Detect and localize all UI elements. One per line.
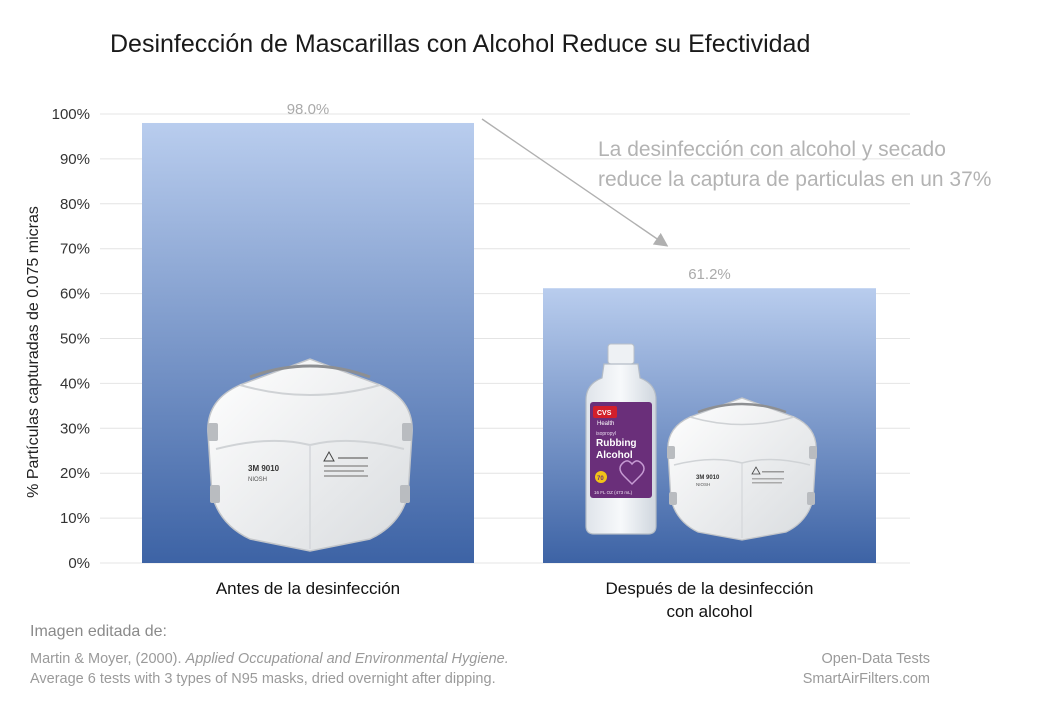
bottle-brand-text: CVS xyxy=(597,410,612,417)
value-labels: 98.0% 61.2% xyxy=(287,101,731,283)
y-axis-ticks: 0% 10% 20% 30% 40% 50% 60% 70% 80% 90% 100% xyxy=(52,106,90,572)
bottle-product-line1: Rubbing xyxy=(596,438,637,449)
brand-line-1: Open-Data Tests xyxy=(821,651,930,667)
y-axis-label: % Partículas capturadas de 0.075 micras xyxy=(25,206,42,498)
bottle-badge-text: 70 xyxy=(597,476,604,482)
bottle-brand-sub-text: Health xyxy=(597,421,614,427)
source-citation: Martin & Moyer, (2000). Applied Occupati… xyxy=(30,651,509,667)
category-labels: Antes de la desinfección Después de la de… xyxy=(216,579,814,621)
y-tick-label: 0% xyxy=(68,555,90,572)
alcohol-bottle-picture: CVS Health isopropyl Rubbing Alcohol 70 … xyxy=(585,343,657,535)
y-tick-label: 70% xyxy=(60,241,90,258)
y-tick-label: 30% xyxy=(60,420,90,437)
y-tick-label: 40% xyxy=(60,375,90,392)
n95-mask-picture: 3M 9010 NIOSH xyxy=(207,358,413,552)
bottle-volume-text: 16 FL OZ (473 mL) xyxy=(594,490,633,495)
bottle-product-line2: Alcohol xyxy=(596,450,633,461)
brand-line-2: SmartAirFilters.com xyxy=(803,671,930,687)
source-note: Average 6 tests with 3 types of N95 mask… xyxy=(30,671,496,687)
chart-title: Desinfección de Mascarillas con Alcohol … xyxy=(110,30,810,58)
category-label: Antes de la desinfección xyxy=(216,579,400,598)
annotation-line-2: reduce la captura de particulas en un 37… xyxy=(598,168,991,191)
mask-small-cert-text: NIOSH xyxy=(696,482,710,487)
value-label: 98.0% xyxy=(287,101,330,118)
y-tick-label: 80% xyxy=(60,196,90,213)
value-label: 61.2% xyxy=(688,266,731,283)
y-tick-label: 50% xyxy=(60,331,90,348)
bottle-small-text: isopropyl xyxy=(596,431,616,437)
mask-small-model-text: 3M 9010 xyxy=(696,475,720,481)
y-tick-label: 10% xyxy=(60,510,90,527)
y-tick-label: 60% xyxy=(60,286,90,303)
n95-mask-picture-small: 3M 9010 NIOSH xyxy=(667,397,817,541)
y-tick-label: 20% xyxy=(60,465,90,482)
annotation-line-1: La desinfección con alcohol y secado xyxy=(598,138,946,161)
annotation-arrow xyxy=(481,118,669,247)
mask-model-text: 3M 9010 xyxy=(248,464,280,473)
category-label: con alcohol xyxy=(666,602,752,621)
mask-cert-text: NIOSH xyxy=(248,477,267,483)
source-citation-journal: Applied Occupational and Environmental H… xyxy=(185,651,509,667)
source-citation-authors: Martin & Moyer, (2000). xyxy=(30,651,186,667)
y-tick-label: 90% xyxy=(60,151,90,168)
y-tick-label: 100% xyxy=(52,106,90,123)
source-heading: Imagen editada de: xyxy=(30,623,167,640)
category-label: Después de la desinfección xyxy=(606,579,814,598)
